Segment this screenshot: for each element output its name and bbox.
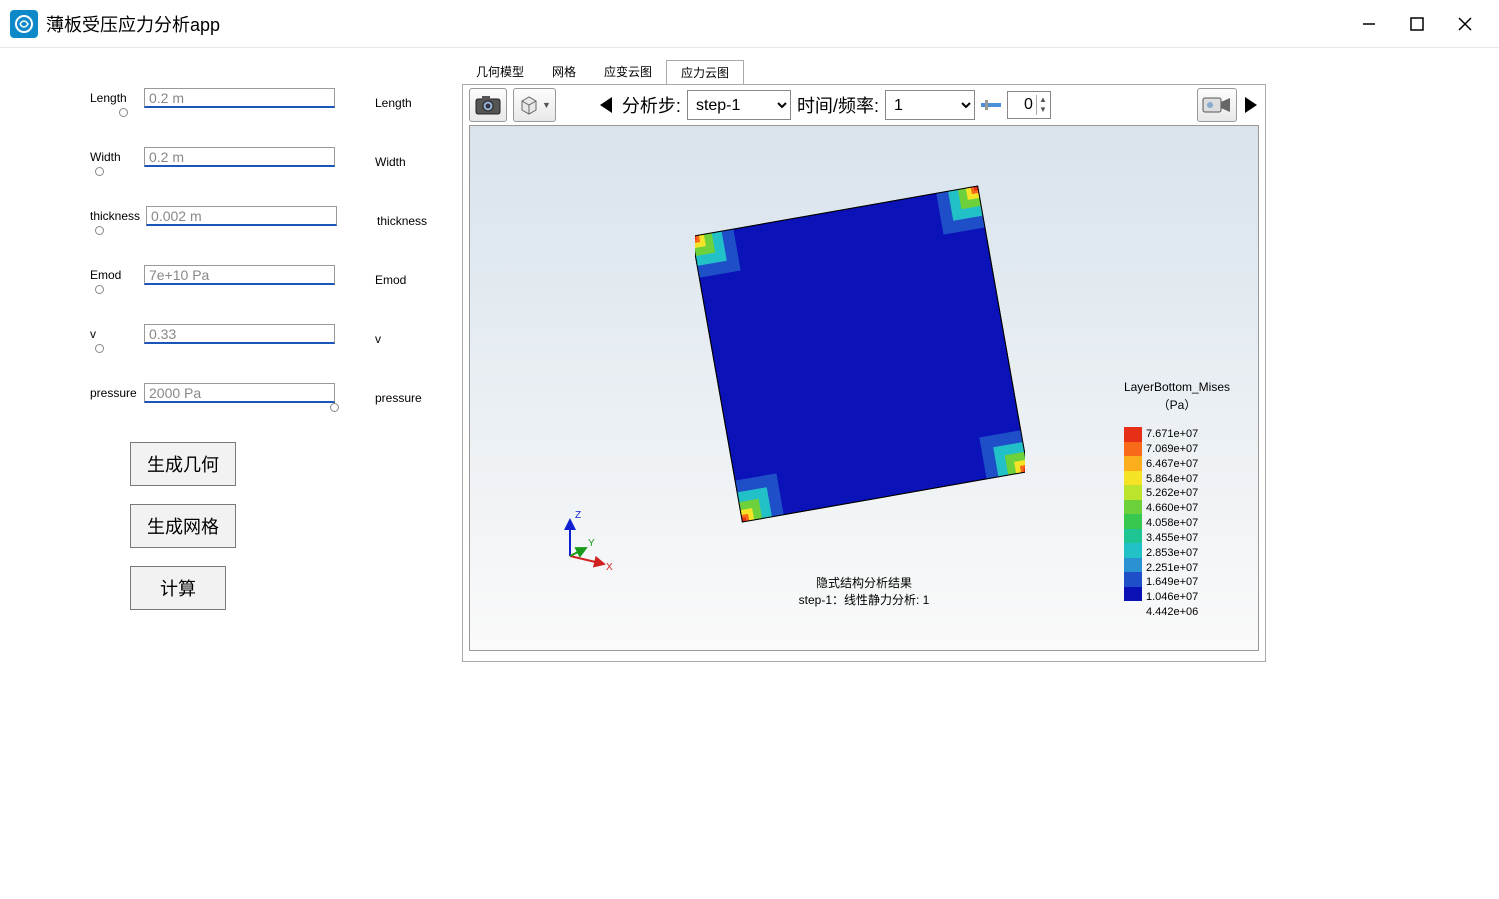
legend-segment: [1124, 587, 1142, 602]
visualization-area: 几何模型网格应变云图应力云图 ▼: [450, 48, 1499, 897]
legend-value: 2.251e+07: [1146, 561, 1198, 576]
analysis-step-label: 分析步:: [622, 92, 681, 118]
param-row-width: Width Width: [90, 147, 420, 174]
param-slider-pressure[interactable]: [90, 407, 335, 410]
generate-geometry-button[interactable]: 生成几何: [130, 442, 236, 486]
legend-title: LayerBottom_Mises: [1124, 380, 1230, 394]
stress-contour-plot: [695, 184, 1025, 524]
legend-segment: [1124, 543, 1142, 558]
legend-value: 4.058e+07: [1146, 516, 1198, 531]
app-icon: [10, 10, 38, 38]
param-name-width: Width: [375, 147, 420, 169]
legend-unit: （Pa）: [1124, 396, 1230, 413]
param-label-length: Length: [90, 91, 138, 105]
slider-bar-icon[interactable]: [981, 98, 1001, 112]
param-slider-length[interactable]: [90, 112, 335, 115]
param-name-length: Length: [375, 88, 420, 110]
param-slider-v[interactable]: [90, 348, 335, 351]
param-row-length: Length Length: [90, 88, 420, 115]
frame-spinner[interactable]: 0 ▲▼: [1007, 91, 1051, 119]
legend-segment: [1124, 558, 1142, 573]
param-input-pressure[interactable]: [144, 383, 335, 403]
tab-0[interactable]: 几何模型: [462, 60, 538, 84]
app-title: 薄板受压应力分析app: [46, 11, 1345, 37]
legend-segment: [1124, 572, 1142, 587]
analysis-step-select[interactable]: step-1: [687, 90, 791, 120]
tab-3[interactable]: 应力云图: [666, 60, 744, 84]
legend-segment: [1124, 427, 1142, 442]
legend-value: 1.046e+07: [1146, 590, 1198, 605]
param-input-v[interactable]: [144, 324, 335, 344]
legend-segment: [1124, 442, 1142, 457]
time-freq-select[interactable]: 1: [885, 90, 975, 120]
param-slider-emod[interactable]: [90, 289, 335, 292]
param-label-pressure: pressure: [90, 386, 138, 400]
param-label-thickness: thickness: [90, 209, 140, 223]
legend-segment: [1124, 456, 1142, 471]
param-name-pressure: pressure: [375, 383, 422, 405]
window-controls: [1345, 4, 1489, 44]
param-name-emod: Emod: [375, 265, 420, 287]
param-name-thickness: thickness: [377, 206, 427, 228]
param-slider-thickness[interactable]: [90, 230, 337, 233]
maximize-button[interactable]: [1393, 4, 1441, 44]
viz-toolbar: ▼ 分析步: step-1 时间/频率: 1 0 ▲▼: [463, 85, 1265, 125]
tab-1[interactable]: 网格: [538, 60, 590, 84]
param-label-width: Width: [90, 150, 138, 164]
param-input-thickness[interactable]: [146, 206, 337, 226]
titlebar: 薄板受压应力分析app: [0, 0, 1499, 48]
minimize-button[interactable]: [1345, 4, 1393, 44]
arrow-right-icon[interactable]: [1243, 93, 1259, 117]
tabs-bar: 几何模型网格应变云图应力云图: [462, 60, 1487, 84]
legend-segment: [1124, 471, 1142, 486]
param-input-width[interactable]: [144, 147, 335, 167]
legend-value: 1.649e+07: [1146, 575, 1198, 590]
legend-value: 7.671e+07: [1146, 427, 1198, 442]
param-row-v: vv: [90, 324, 420, 351]
time-freq-label: 时间/频率:: [797, 92, 879, 118]
svg-text:Z: Z: [575, 510, 581, 521]
param-row-thickness: thicknessthickness: [90, 206, 420, 233]
param-label-v: v: [90, 327, 138, 341]
view-cube-button[interactable]: ▼: [513, 88, 556, 122]
visualization-panel: ▼ 分析步: step-1 时间/频率: 1 0 ▲▼: [462, 84, 1266, 662]
screenshot-button[interactable]: [469, 88, 507, 122]
legend-value: 7.069e+07: [1146, 442, 1198, 457]
legend-value: 4.660e+07: [1146, 501, 1198, 516]
svg-text:Y: Y: [588, 538, 595, 549]
param-input-length[interactable]: [144, 88, 335, 108]
generate-mesh-button[interactable]: 生成网格: [130, 504, 236, 548]
result-canvas[interactable]: Z X Y LayerBottom_Mises （Pa） 7.671e+077.…: [469, 125, 1259, 651]
param-slider-width[interactable]: [90, 171, 335, 174]
legend-segment: [1124, 485, 1142, 500]
camera-video-button[interactable]: [1197, 88, 1237, 122]
close-button[interactable]: [1441, 4, 1489, 44]
legend-segment: [1124, 514, 1142, 529]
svg-text:X: X: [606, 562, 613, 573]
legend-value: 5.864e+07: [1146, 472, 1198, 487]
tab-2[interactable]: 应变云图: [590, 60, 666, 84]
result-caption: 隐式结构分析结果 step-1：线性静力分析: 1: [799, 574, 930, 608]
axis-triad: Z X Y: [550, 506, 620, 576]
legend-value: 5.262e+07: [1146, 486, 1198, 501]
param-label-emod: Emod: [90, 268, 138, 282]
legend-value: 6.467e+07: [1146, 457, 1198, 472]
legend-segment: [1124, 500, 1142, 515]
param-input-emod[interactable]: [144, 265, 335, 285]
parameters-sidebar: LengthLengthWidthWidththicknessthickness…: [0, 48, 450, 897]
legend-value: 3.455e+07: [1146, 531, 1198, 546]
calculate-button[interactable]: 计算: [130, 566, 226, 610]
param-row-pressure: pressure pressure: [90, 383, 420, 410]
color-legend: LayerBottom_Mises （Pa） 7.671e+077.069e+0…: [1124, 380, 1230, 620]
param-row-emod: Emod Emod: [90, 265, 420, 292]
legend-value: 2.853e+07: [1146, 546, 1198, 561]
legend-value: 4.442e+06: [1146, 605, 1198, 620]
legend-segment: [1124, 529, 1142, 544]
param-name-v: v: [375, 324, 420, 346]
arrow-left-icon[interactable]: [598, 93, 616, 117]
